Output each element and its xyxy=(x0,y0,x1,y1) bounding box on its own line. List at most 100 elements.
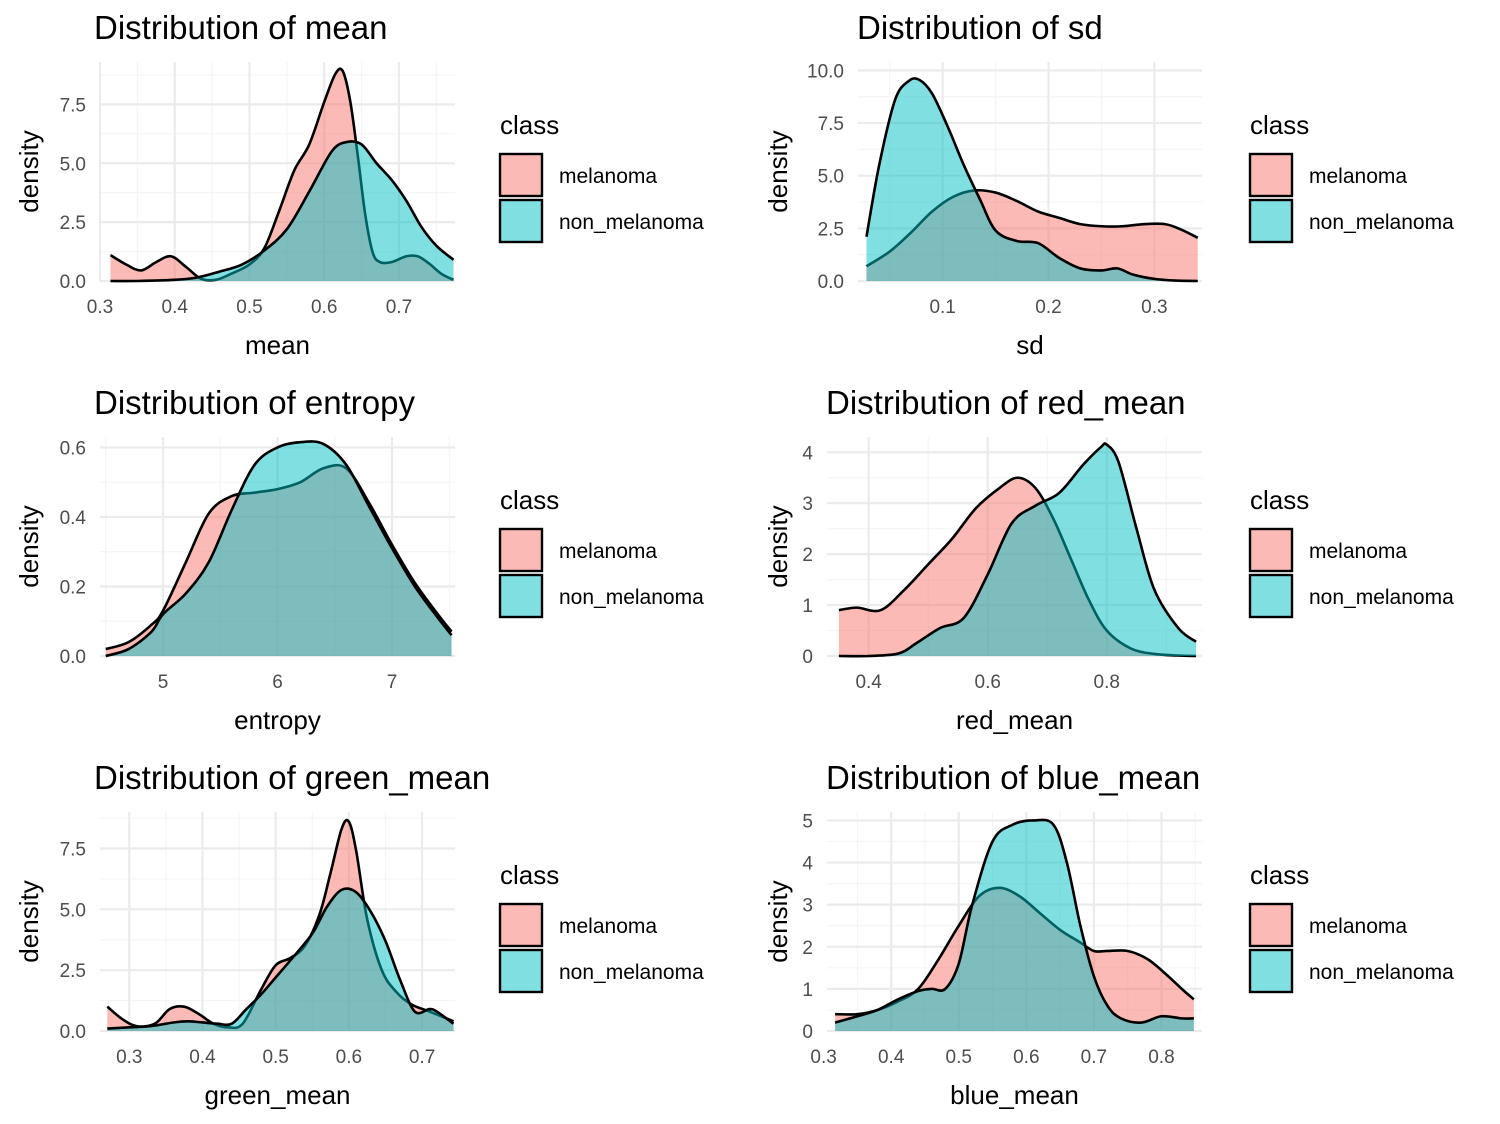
legend-key-melanoma xyxy=(498,152,544,198)
legend-label: non_melanoma xyxy=(559,586,704,609)
x-axis-label: sd xyxy=(1016,330,1043,360)
y-tick-label: 2.5 xyxy=(60,961,86,982)
y-axis-label: density xyxy=(763,880,793,962)
legend-title: class xyxy=(500,860,559,890)
chart-title: Distribution of entropy xyxy=(94,384,415,421)
y-tick-label: 5.0 xyxy=(818,167,844,188)
legend: class melanoma non_melanoma xyxy=(1248,485,1454,619)
x-tick-label: 0.3 xyxy=(116,1047,142,1068)
legend-label: melanoma xyxy=(559,165,657,188)
x-tick-label: 0.8 xyxy=(1094,672,1120,693)
chart-panel-2: 0.1 0.2 0.3 0.0 2.5 5.0 7.5 10.0 Distribution of… xyxy=(763,9,1454,360)
y-tick-label: 1 xyxy=(802,980,813,1001)
density-line-non_melanoma xyxy=(865,77,1198,283)
legend-key-melanoma xyxy=(498,527,544,573)
chart-panel-4: 0.4 0.6 0.8 0 1 2 3 4 Distribution of red_meanre… xyxy=(763,384,1454,735)
y-tick-label: 4 xyxy=(802,443,813,464)
legend-key-non_melanoma xyxy=(498,573,544,619)
chart-panel-6: 0.3 0.4 0.5 0.6 0.7 0.8 0 1 2 3 4 5 Distribution of … xyxy=(763,759,1454,1110)
x-tick-label: 0.7 xyxy=(386,297,412,318)
x-tick-label: 0.6 xyxy=(336,1047,362,1068)
x-tick-label: 0.2 xyxy=(1035,297,1061,318)
density-area-non_melanoma xyxy=(838,443,1197,657)
y-tick-label: 7.5 xyxy=(60,840,86,861)
x-tick-label: 5 xyxy=(158,672,169,693)
x-tick-label: 0.8 xyxy=(1148,1047,1174,1068)
legend-key-melanoma xyxy=(498,902,544,948)
x-tick-label: 0.3 xyxy=(810,1047,836,1068)
legend-key-non_melanoma xyxy=(1248,948,1294,994)
y-tick-label: 0.0 xyxy=(60,647,86,668)
density-area-non_melanoma xyxy=(107,888,454,1031)
y-tick-label: 10.0 xyxy=(807,61,844,82)
x-tick-label: 0.3 xyxy=(1141,297,1167,318)
chart-title: Distribution of sd xyxy=(857,9,1103,46)
legend-label: melanoma xyxy=(1309,915,1407,938)
density-area-non_melanoma xyxy=(105,441,452,656)
chart-title: Distribution of mean xyxy=(94,9,387,46)
y-axis-label: density xyxy=(763,130,793,212)
y-tick-label: 0.0 xyxy=(818,272,844,293)
legend: class melanoma non_melanoma xyxy=(498,860,704,994)
legend-title: class xyxy=(1250,485,1309,515)
legend: class melanoma non_melanoma xyxy=(1248,110,1454,244)
y-tick-label: 2 xyxy=(802,545,813,566)
density-line-non_melanoma xyxy=(834,818,1194,1024)
x-tick-label: 0.4 xyxy=(878,1047,905,1068)
chart-title: Distribution of red_mean xyxy=(826,384,1186,421)
x-tick-label: 7 xyxy=(387,672,398,693)
legend-label: melanoma xyxy=(1309,540,1407,563)
x-tick-label: 0.6 xyxy=(311,297,337,318)
x-tick-label: 0.7 xyxy=(409,1047,435,1068)
legend-label: non_melanoma xyxy=(1309,586,1454,609)
legend-title: class xyxy=(1250,110,1309,140)
y-tick-label: 5.0 xyxy=(60,900,86,921)
y-tick-label: 3 xyxy=(802,896,813,917)
legend-label: melanoma xyxy=(559,540,657,563)
legend: class melanoma non_melanoma xyxy=(1248,860,1454,994)
legend-title: class xyxy=(1250,860,1309,890)
y-tick-label: 2.5 xyxy=(60,213,86,234)
x-tick-label: 0.4 xyxy=(162,297,189,318)
density-line-non_melanoma xyxy=(838,442,1197,658)
legend-key-melanoma xyxy=(1248,152,1294,198)
legend-key-non_melanoma xyxy=(498,948,544,994)
y-tick-label: 5 xyxy=(802,811,813,832)
y-tick-label: 0.6 xyxy=(60,438,86,459)
legend-title: class xyxy=(500,110,559,140)
x-tick-label: 0.5 xyxy=(946,1047,972,1068)
chart-panel-1: 0.3 0.4 0.5 0.6 0.7 0.0 2.5 5.0 7.5 Distribution … xyxy=(14,9,704,360)
chart-panel-5: 0.3 0.4 0.5 0.6 0.7 0.0 2.5 5.0 7.5 Distribution … xyxy=(14,759,704,1110)
y-tick-label: 1 xyxy=(802,596,813,617)
y-tick-label: 7.5 xyxy=(818,114,844,135)
density-line-non_melanoma xyxy=(107,887,455,1030)
y-tick-label: 4 xyxy=(802,854,813,875)
x-axis-label: blue_mean xyxy=(950,1080,1079,1110)
density-area-non_melanoma xyxy=(110,141,454,282)
legend-key-non_melanoma xyxy=(1248,198,1294,244)
legend-key-melanoma xyxy=(1248,527,1294,573)
y-tick-label: 5.0 xyxy=(60,154,86,175)
y-axis-label: density xyxy=(14,505,44,587)
density-area-non_melanoma xyxy=(835,819,1194,1031)
y-tick-label: 0 xyxy=(802,647,813,668)
y-tick-label: 0.4 xyxy=(60,508,87,529)
x-axis-label: green_mean xyxy=(205,1080,351,1110)
legend-key-non_melanoma xyxy=(498,198,544,244)
y-axis-label: density xyxy=(14,130,44,212)
y-tick-label: 0.2 xyxy=(60,577,86,598)
x-tick-label: 0.4 xyxy=(855,672,882,693)
legend-label: non_melanoma xyxy=(1309,961,1454,984)
density-line-non_melanoma xyxy=(110,140,455,283)
x-tick-label: 0.3 xyxy=(87,297,113,318)
x-tick-label: 0.5 xyxy=(236,297,262,318)
legend-key-melanoma xyxy=(1248,902,1294,948)
x-tick-label: 0.5 xyxy=(262,1047,288,1068)
y-axis-label: density xyxy=(763,505,793,587)
x-axis-label: mean xyxy=(245,330,310,360)
x-axis-label: red_mean xyxy=(956,705,1073,735)
y-tick-label: 7.5 xyxy=(60,95,86,116)
y-tick-label: 3 xyxy=(802,494,813,515)
chart-panel-3: 5 6 7 0.0 0.2 0.4 0.6 Distribution of entropy en… xyxy=(14,384,704,735)
legend-label: non_melanoma xyxy=(559,211,704,234)
